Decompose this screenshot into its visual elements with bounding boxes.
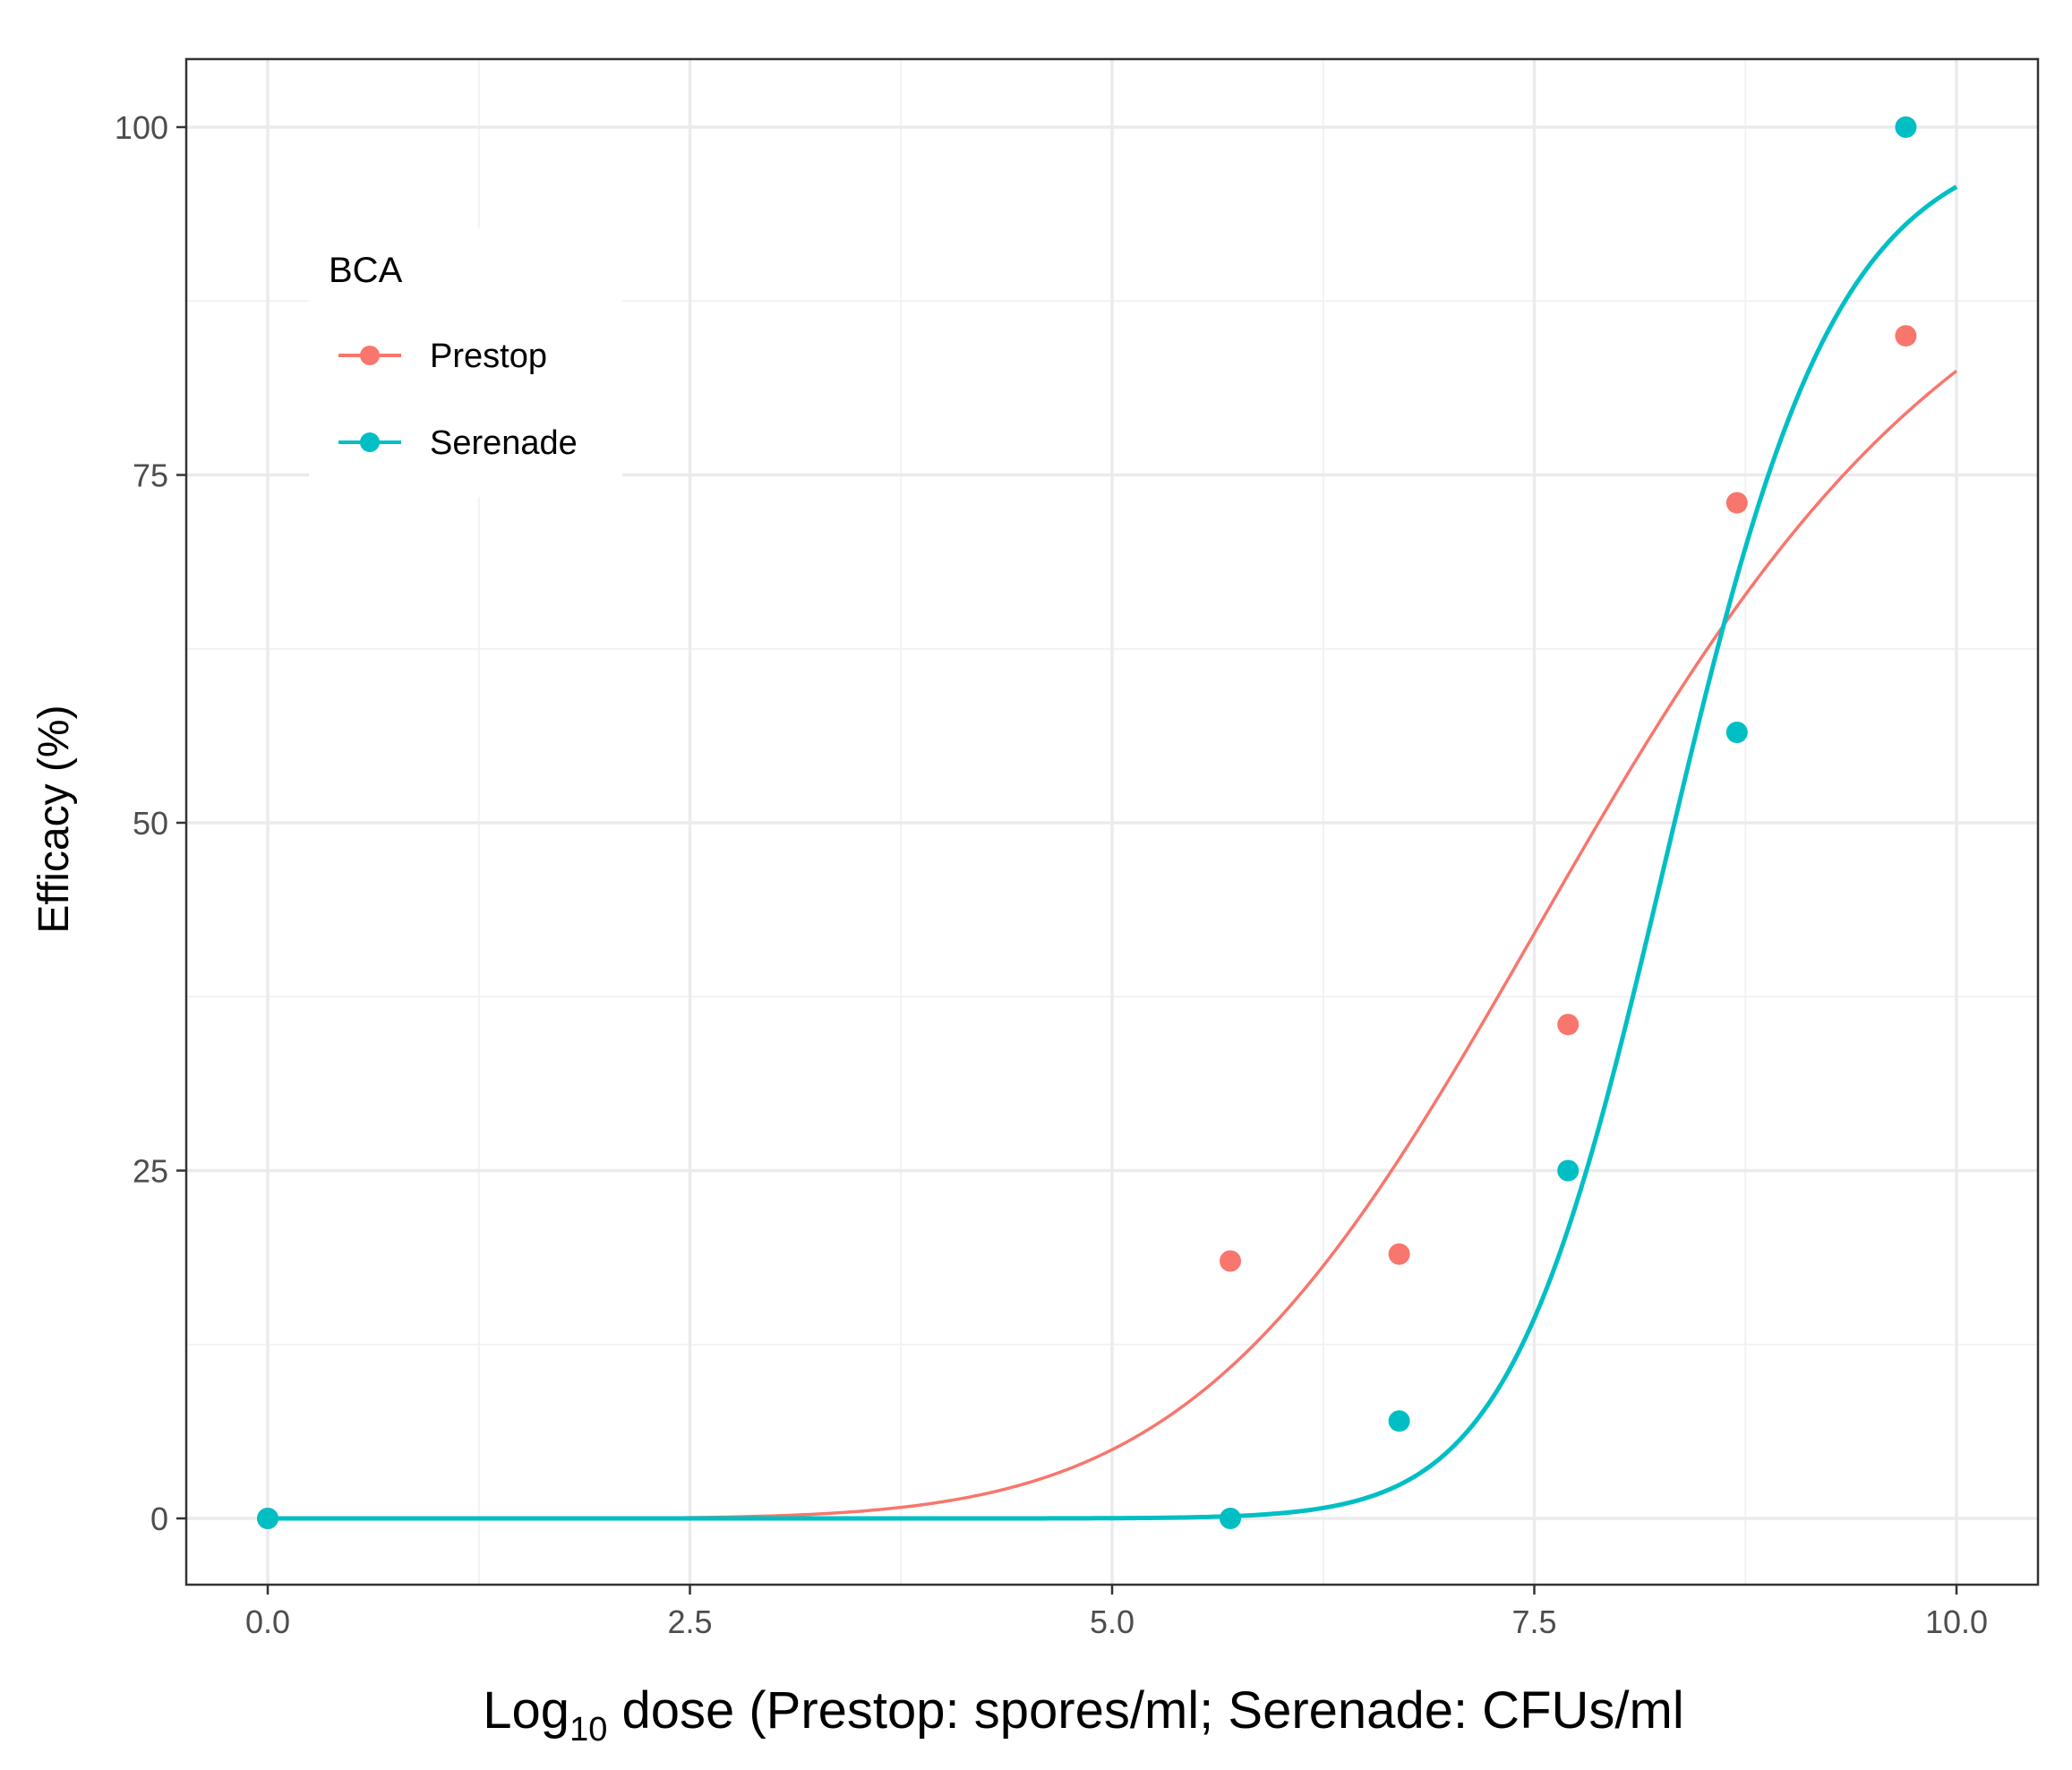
y-axis-title: Efficacy (%): [30, 705, 78, 933]
prestop-data-point: [1220, 1250, 1242, 1272]
y-tick-label: 75: [133, 457, 168, 494]
prestop-data-point: [1388, 1243, 1410, 1265]
x-axis-title: Log10 dose (Prestop: spores/ml; Serenade…: [483, 1681, 1683, 1749]
x-axis-ticks: 0.0 2.5 5.0 7.5 10.0: [245, 1585, 1988, 1640]
prestop-data-point: [1725, 492, 1748, 514]
x-axis-title-subscript: 10: [569, 1711, 607, 1749]
legend-title: BCA: [329, 251, 403, 290]
x-axis-title-rest: dose (Prestop: spores/ml; Serenade: CFUs…: [607, 1681, 1683, 1740]
serenade-data-point: [1895, 116, 1917, 138]
legend-background: [309, 228, 622, 497]
serenade-legend-label: Serenade: [430, 424, 578, 462]
legend-items: Prestop Serenade: [338, 338, 578, 462]
y-axis-ticks: 0 25 50 75 100: [115, 109, 186, 1537]
prestop-data-point: [1557, 1013, 1580, 1036]
x-tick-label: 0.0: [245, 1603, 290, 1640]
y-tick-label: 25: [133, 1153, 168, 1190]
serenade-data-point: [1557, 1159, 1580, 1182]
x-tick-label: 10.0: [1925, 1603, 1988, 1640]
serenade-fit-curve: [268, 184, 1958, 1521]
serenade-data-point: [1220, 1508, 1242, 1529]
data-points: [257, 116, 1917, 1529]
serenade-data-point: [1725, 721, 1748, 743]
prestop-legend-key: [360, 346, 380, 365]
y-tick-label: 50: [133, 805, 168, 842]
y-tick-label: 0: [150, 1501, 168, 1537]
legend: BCA Prestop Serenade: [309, 228, 622, 497]
x-tick-label: 7.5: [1511, 1603, 1556, 1640]
serenade-data-point: [1388, 1410, 1410, 1432]
prestop-legend-label: Prestop: [430, 338, 547, 375]
fitted-curves: [268, 184, 1958, 1521]
x-tick-label: 5.0: [1090, 1603, 1134, 1640]
serenade-legend-key: [360, 432, 380, 452]
serenade-data-point: [257, 1508, 278, 1529]
prestop-data-point: [1895, 325, 1917, 347]
y-tick-label: 100: [115, 109, 168, 146]
x-axis-title-prefix: Log: [483, 1681, 569, 1740]
x-tick-label: 2.5: [667, 1603, 712, 1640]
